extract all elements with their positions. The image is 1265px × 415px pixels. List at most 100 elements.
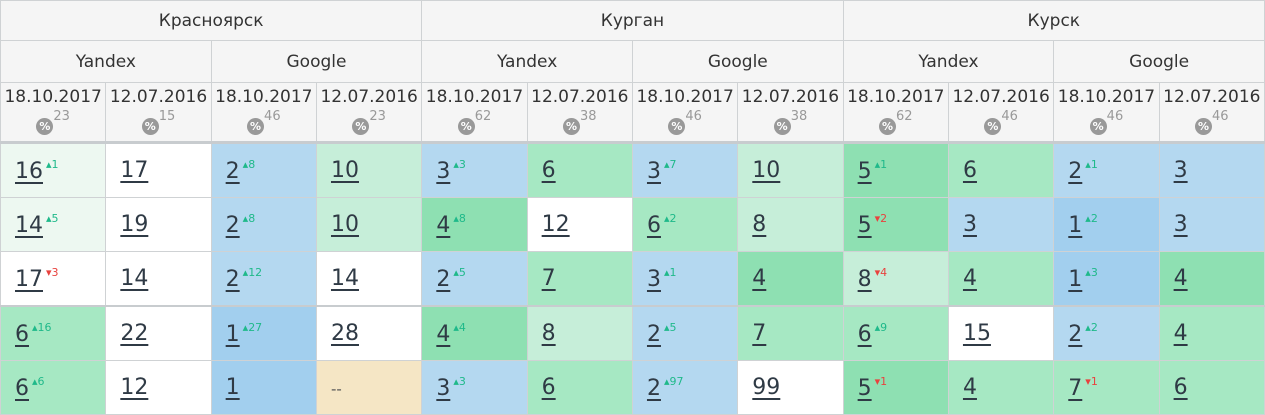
percent-value: 38	[580, 109, 597, 124]
position-link[interactable]: 7	[752, 321, 767, 346]
position-link[interactable]: 2	[646, 375, 661, 401]
position-cell: 17 ▾3	[0, 251, 107, 307]
position-link[interactable]: 19	[120, 212, 149, 237]
position-link[interactable]: 3	[436, 158, 451, 184]
position-link[interactable]: 16	[15, 158, 43, 184]
position-link[interactable]: 1	[225, 375, 240, 400]
position-link[interactable]: 12	[120, 375, 149, 400]
position-link[interactable]: 28	[330, 321, 359, 346]
position-link[interactable]: 6	[541, 375, 556, 400]
change-indicator: ▴8	[243, 212, 256, 225]
change-indicator: ▴3	[453, 375, 466, 388]
position-link[interactable]: 2	[225, 158, 240, 184]
percent-icon: %	[984, 118, 1002, 135]
position-link[interactable]: 8	[541, 321, 556, 346]
position-link[interactable]: 7	[1068, 375, 1083, 401]
position-cell: 16 ▴1	[0, 142, 107, 198]
position-link[interactable]: 10	[752, 158, 781, 183]
position-link[interactable]: 6	[1173, 375, 1188, 400]
position-link[interactable]: 17	[15, 266, 43, 292]
position-link[interactable]: 17	[120, 158, 149, 183]
position-link[interactable]: 6	[541, 158, 556, 183]
percent-value: 23	[369, 109, 386, 124]
position-cell: 2 ▴2	[1053, 305, 1160, 361]
position-link[interactable]: 4	[962, 375, 977, 400]
position-link[interactable]: 6	[857, 321, 872, 347]
position-link[interactable]: 8	[857, 266, 872, 292]
position-link[interactable]: 2	[436, 266, 451, 292]
change-indicator: ▾3	[46, 266, 59, 279]
position-link[interactable]: 2	[646, 321, 661, 347]
date-label: 18.10.2017	[425, 87, 524, 107]
position-link[interactable]: 2	[1068, 158, 1083, 184]
position-cell: 6 ▴6	[0, 360, 107, 415]
position-link[interactable]: 5	[857, 158, 872, 184]
change-value: 2	[880, 211, 888, 225]
position-link[interactable]: 4	[962, 266, 977, 291]
change-value: 8	[248, 157, 256, 171]
position-link[interactable]: 4	[436, 212, 451, 238]
change-value: 3	[458, 157, 466, 171]
position-cell: 99	[737, 360, 844, 415]
position-cell: 3 ▴3	[421, 142, 528, 198]
position-link[interactable]: 6	[962, 158, 977, 183]
position-link[interactable]: 3	[1173, 212, 1188, 237]
position-link[interactable]: 14	[120, 266, 149, 291]
position-link[interactable]: 6	[15, 321, 29, 347]
position-link[interactable]: 3	[1173, 158, 1188, 183]
change-value: 6	[37, 374, 45, 388]
position-link[interactable]: 7	[541, 266, 556, 291]
position-link[interactable]: 14	[15, 212, 43, 238]
position-cell: 4	[737, 251, 844, 307]
position-link[interactable]: 15	[962, 321, 991, 346]
date-header: 18.10.2017 %46	[631, 82, 739, 144]
percent-icon: %	[141, 118, 159, 135]
position-link[interactable]: 99	[752, 375, 781, 400]
position-link[interactable]: 3	[962, 212, 977, 237]
percent-badge: %23	[352, 109, 386, 135]
change-indicator: ▴1	[1085, 158, 1098, 171]
position-link[interactable]: 5	[857, 212, 872, 238]
position-link[interactable]: 4	[752, 266, 767, 291]
position-link[interactable]: 10	[330, 158, 359, 183]
position-link[interactable]: 1	[1068, 212, 1083, 238]
position-link[interactable]: 2	[225, 266, 240, 292]
position-link[interactable]: 1	[1068, 266, 1083, 292]
date-header: 12.07.2016 %23	[315, 82, 423, 144]
arrow-up-icon: ▴	[242, 211, 249, 225]
position-link[interactable]: 3	[646, 158, 661, 184]
percent-badge: %38	[563, 109, 597, 135]
position-cell: 3	[1158, 142, 1265, 198]
table-row: 16 ▴1 17 2 ▴8 10 3 ▴3 6 3 ▴7 10 5 ▴1 6 2 ▴1 3	[0, 142, 1265, 198]
position-link[interactable]: 6	[15, 375, 29, 401]
position-cell: 12	[526, 197, 633, 252]
position-link[interactable]: 22	[120, 321, 149, 346]
position-link[interactable]: 4	[436, 321, 451, 347]
position-cell: 4 ▴8	[421, 197, 528, 252]
position-link[interactable]: 1	[225, 321, 240, 347]
change-value: 9	[880, 320, 888, 334]
percent-icon: %	[1195, 118, 1213, 135]
position-link[interactable]: 8	[752, 212, 767, 237]
position-link[interactable]: 10	[330, 212, 359, 237]
change-indicator: ▴27	[243, 321, 263, 334]
position-cell: 10	[737, 142, 844, 198]
position-cell: 14 ▴5	[0, 197, 107, 252]
position-link[interactable]: 3	[646, 266, 661, 292]
position-cell: --	[315, 360, 423, 415]
arrow-up-icon: ▴	[663, 320, 670, 334]
position-link[interactable]: 4	[1173, 266, 1188, 291]
position-link[interactable]: 14	[330, 266, 359, 291]
position-link[interactable]: 2	[1068, 321, 1083, 347]
position-cell: 1 ▴27	[210, 305, 317, 361]
arrow-up-icon: ▴	[453, 320, 459, 334]
position-link[interactable]: 12	[541, 212, 570, 237]
percent-value: 46	[1212, 109, 1229, 124]
position-cell: 6 ▴16	[0, 305, 107, 361]
position-link[interactable]: 5	[857, 375, 872, 401]
position-link[interactable]: 4	[1173, 321, 1188, 346]
date-label: 18.10.2017	[847, 87, 945, 107]
position-link[interactable]: 3	[436, 375, 451, 401]
position-link[interactable]: 6	[646, 212, 661, 238]
position-link[interactable]: 2	[225, 212, 240, 238]
